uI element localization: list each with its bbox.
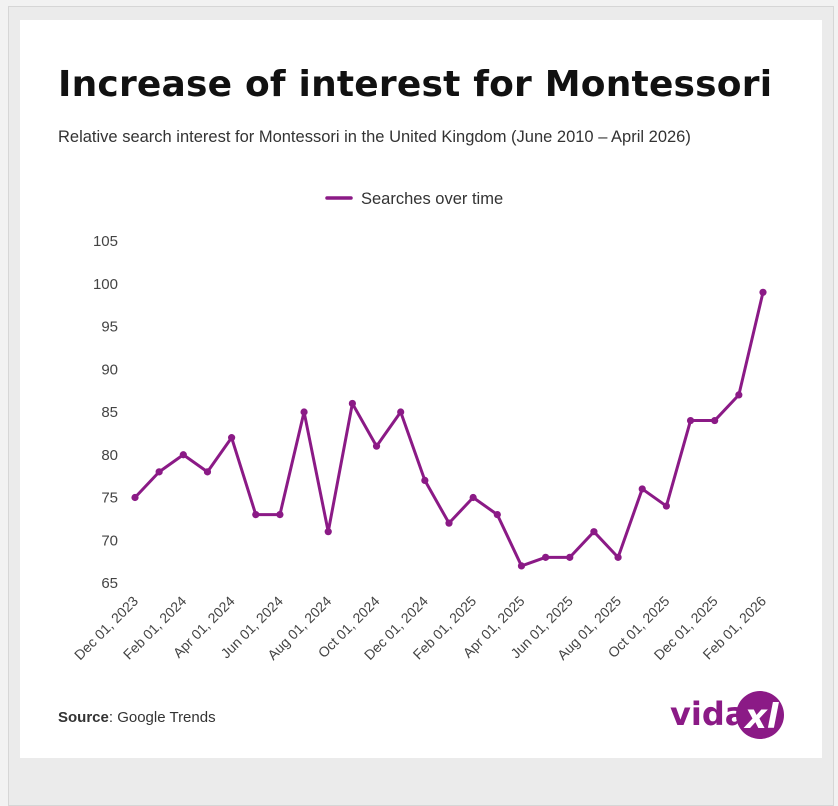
data-point <box>421 476 429 484</box>
logo-xl: xl <box>743 697 780 737</box>
data-point <box>155 468 163 476</box>
y-tick-label: 80 <box>101 447 118 464</box>
data-point <box>542 553 550 561</box>
data-point <box>614 553 622 561</box>
data-point <box>252 510 260 519</box>
logo-wordmark: vida <box>670 695 746 733</box>
data-point <box>590 528 598 536</box>
data-point <box>493 510 501 519</box>
y-tick-label: 85 <box>101 404 118 421</box>
source-note: Source: Google Trends <box>58 709 216 726</box>
data-point <box>735 391 743 399</box>
legend-label: Searches over time <box>361 190 503 208</box>
vidaxl-logo: vida xl <box>670 691 784 739</box>
y-tick-label: 95 <box>101 319 118 336</box>
data-point <box>397 408 405 416</box>
data-point <box>228 434 236 442</box>
data-point <box>179 451 187 459</box>
chart-title: Increase of interest for Montessori <box>58 64 773 105</box>
data-point <box>348 399 356 408</box>
data-point <box>566 553 574 561</box>
data-point <box>203 468 212 476</box>
y-tick-label: 65 <box>101 575 118 592</box>
data-point <box>445 519 453 527</box>
chart-subtitle: Relative search interest for Montessori … <box>58 128 691 146</box>
source-label: Source <box>58 709 109 726</box>
data-point <box>300 408 308 416</box>
data-point <box>686 416 695 425</box>
data-point <box>517 562 526 570</box>
data-point <box>324 528 332 536</box>
chart-card <box>20 20 822 758</box>
y-tick-label: 90 <box>101 361 118 378</box>
data-point <box>469 493 477 502</box>
data-point <box>372 442 381 450</box>
y-tick-label: 105 <box>93 233 118 250</box>
source-value: : Google Trends <box>108 709 216 726</box>
data-point <box>662 502 670 510</box>
data-point <box>131 493 139 502</box>
data-point <box>759 288 767 296</box>
y-tick-label: 70 <box>101 532 118 549</box>
y-tick-label: 100 <box>93 276 118 293</box>
y-tick-label: 75 <box>101 490 118 507</box>
logo-circle <box>736 691 784 739</box>
data-point <box>276 510 284 519</box>
data-point <box>711 416 719 425</box>
data-point <box>638 485 646 493</box>
